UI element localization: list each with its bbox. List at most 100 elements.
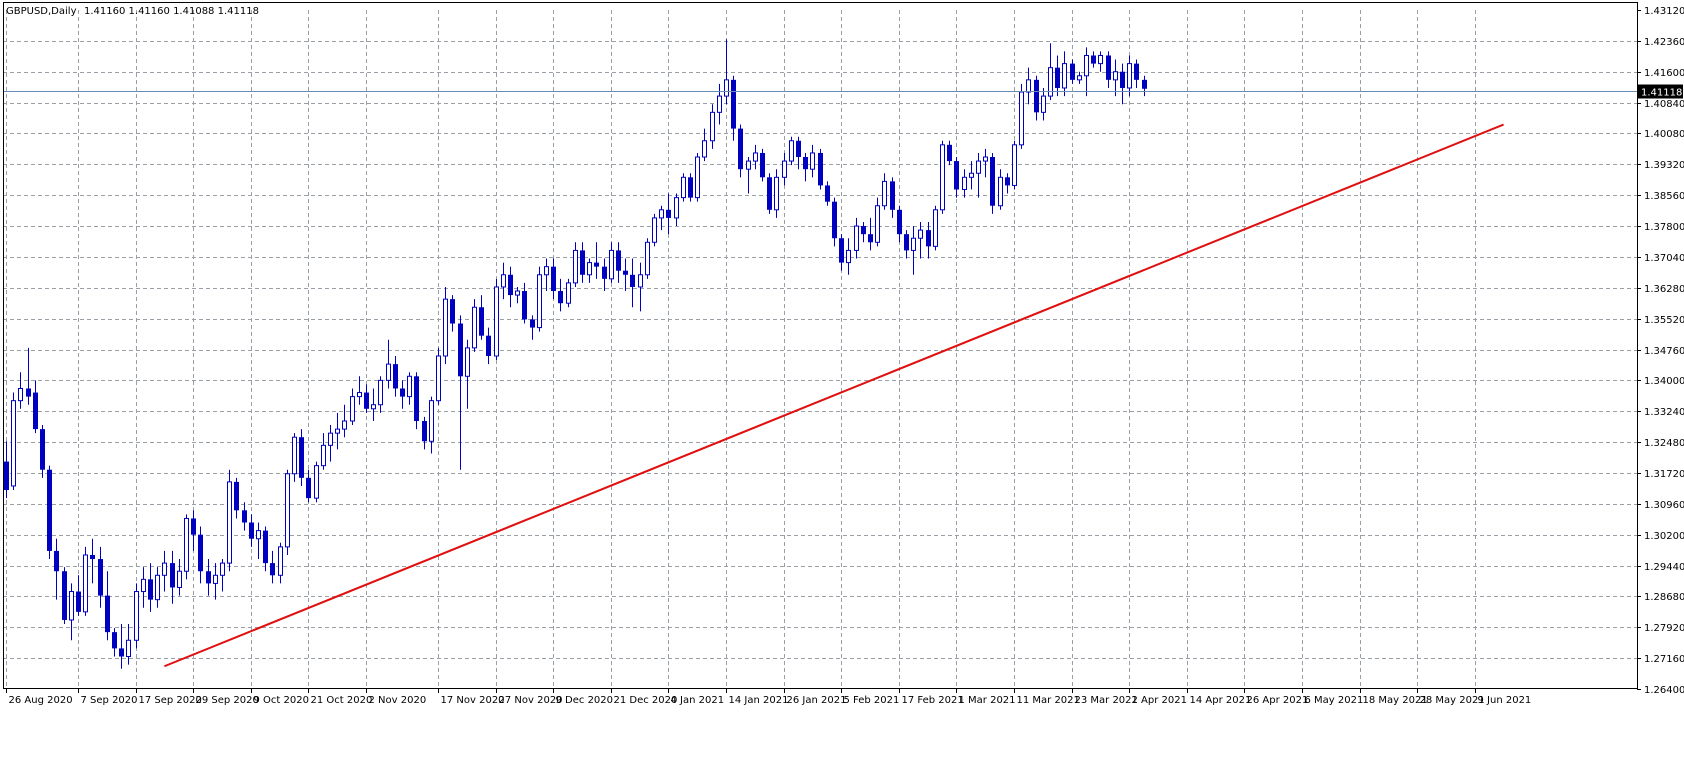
candle-body-bull[interactable] bbox=[321, 444, 326, 467]
candle-body-bull[interactable] bbox=[11, 400, 16, 487]
candle-body-bear[interactable] bbox=[688, 177, 693, 198]
candle-body-bull[interactable] bbox=[1113, 71, 1118, 81]
candle-body-bull[interactable] bbox=[882, 180, 887, 207]
candle-body-bull[interactable] bbox=[436, 355, 441, 402]
candle-body-bull[interactable] bbox=[717, 95, 722, 113]
candle-body-bear[interactable] bbox=[47, 469, 52, 551]
candle-body-bull[interactable] bbox=[1026, 79, 1031, 93]
candle-body-bear[interactable] bbox=[760, 152, 765, 178]
candle-body-bull[interactable] bbox=[846, 249, 851, 264]
candle-body-bear[interactable] bbox=[458, 323, 463, 377]
candle-body-bear[interactable] bbox=[270, 563, 275, 576]
candle-body-bear[interactable] bbox=[112, 632, 117, 649]
candle-body-bull[interactable] bbox=[429, 400, 434, 442]
candle-body-bear[interactable] bbox=[414, 376, 419, 421]
candle-body-bull[interactable] bbox=[357, 392, 362, 398]
candle-body-bull[interactable] bbox=[328, 432, 333, 446]
candle-body-bull[interactable] bbox=[911, 237, 916, 251]
candle-body-bear[interactable] bbox=[731, 79, 736, 129]
candle-body-bear[interactable] bbox=[249, 522, 254, 539]
candle-body-bull[interactable] bbox=[976, 160, 981, 174]
candle-body-bull[interactable] bbox=[155, 574, 160, 601]
candle-body-bull[interactable] bbox=[1098, 54, 1103, 65]
candle-body-bear[interactable] bbox=[148, 579, 153, 600]
candle-body-bull[interactable] bbox=[638, 274, 643, 288]
candle-body-bull[interactable] bbox=[1048, 67, 1053, 97]
candle-body-bull[interactable] bbox=[1062, 63, 1067, 89]
candle-body-bull[interactable] bbox=[126, 639, 131, 658]
candle-body-bear[interactable] bbox=[508, 274, 513, 296]
candle-body-bull[interactable] bbox=[1127, 63, 1132, 89]
candle-body-bear[interactable] bbox=[234, 481, 239, 511]
candle-body-bull[interactable] bbox=[371, 404, 376, 410]
candle-body-bull[interactable] bbox=[177, 570, 182, 588]
candle-body-bull[interactable] bbox=[350, 396, 355, 422]
candle-body-bear[interactable] bbox=[796, 140, 801, 158]
candle-body-bull[interactable] bbox=[652, 217, 657, 243]
candle-body-bull[interactable] bbox=[702, 140, 707, 158]
candle-body-bear[interactable] bbox=[580, 250, 585, 275]
candle-body-bull[interactable] bbox=[566, 282, 571, 304]
candle-body-bull[interactable] bbox=[465, 347, 470, 377]
candle-body-bull[interactable] bbox=[278, 546, 283, 576]
candle-body-bull[interactable] bbox=[537, 274, 542, 329]
candle-body-bear[interactable] bbox=[602, 266, 607, 279]
candle-body-bull[interactable] bbox=[443, 298, 448, 357]
candle-body-bear[interactable] bbox=[839, 238, 844, 263]
candle-body-bull[interactable] bbox=[472, 306, 477, 349]
candle-body-bull[interactable] bbox=[213, 574, 218, 584]
candle-body-bear[interactable] bbox=[558, 291, 563, 304]
candle-body-bear[interactable] bbox=[803, 157, 808, 170]
candle-body-bull[interactable] bbox=[940, 144, 945, 211]
candle-body-bull[interactable] bbox=[1084, 54, 1089, 77]
candle-body-bear[interactable] bbox=[767, 177, 772, 210]
candle-body-bull[interactable] bbox=[998, 176, 1003, 207]
candles-group[interactable] bbox=[4, 39, 1147, 669]
candle-body-bull[interactable] bbox=[1077, 75, 1082, 81]
candle-body-bear[interactable] bbox=[33, 392, 38, 430]
candle-body-bear[interactable] bbox=[393, 364, 398, 389]
candle-body-bull[interactable] bbox=[256, 530, 261, 540]
candle-body-bull[interactable] bbox=[314, 465, 319, 499]
candle-body-bull[interactable] bbox=[753, 152, 758, 162]
candle-body-bull[interactable] bbox=[724, 79, 729, 97]
candle-body-bear[interactable] bbox=[818, 152, 823, 186]
candle-body-bear[interactable] bbox=[191, 518, 196, 535]
candle-body-bear[interactable] bbox=[897, 209, 902, 235]
candle-body-bear[interactable] bbox=[832, 201, 837, 239]
candle-body-bull[interactable] bbox=[407, 375, 412, 398]
candle-body-bear[interactable] bbox=[4, 461, 9, 491]
candle-body-bear[interactable] bbox=[486, 335, 491, 356]
candle-body-bear[interactable] bbox=[926, 230, 931, 247]
candle-body-bull[interactable] bbox=[335, 428, 340, 434]
candle-body-bear[interactable] bbox=[263, 530, 268, 564]
candle-body-bear[interactable] bbox=[206, 571, 211, 584]
candle-body-bull[interactable] bbox=[544, 266, 549, 276]
trendline-group[interactable] bbox=[164, 123, 1504, 668]
candle-body-bull[interactable] bbox=[342, 420, 347, 430]
candle-body-bear[interactable] bbox=[890, 181, 895, 210]
candle-body-bull[interactable] bbox=[774, 176, 779, 211]
candle-body-bull[interactable] bbox=[1019, 91, 1024, 146]
candle-body-bear[interactable] bbox=[198, 534, 203, 572]
candle-body-bull[interactable] bbox=[220, 562, 225, 576]
candle-body-bull[interactable] bbox=[386, 363, 391, 381]
candle-body-bull[interactable] bbox=[83, 554, 88, 613]
candle-body-bear[interactable] bbox=[26, 388, 31, 397]
candle-body-bear[interactable] bbox=[364, 392, 369, 409]
candle-body-bear[interactable] bbox=[422, 420, 427, 442]
candle-body-bear[interactable] bbox=[868, 234, 873, 243]
candle-body-bear[interactable] bbox=[861, 226, 866, 235]
candle-body-bull[interactable] bbox=[609, 249, 614, 280]
candle-body-bear[interactable] bbox=[666, 209, 671, 218]
candle-body-bull[interactable] bbox=[659, 209, 664, 219]
candle-body-bull[interactable] bbox=[1012, 144, 1017, 186]
candle-body-bear[interactable] bbox=[1091, 55, 1096, 64]
candle-body-bull[interactable] bbox=[875, 205, 880, 243]
candle-body-bull[interactable] bbox=[983, 156, 988, 162]
trendline[interactable] bbox=[164, 123, 1504, 668]
candle-body-bull[interactable] bbox=[789, 140, 794, 162]
candle-body-bear[interactable] bbox=[242, 510, 247, 523]
candle-body-bull[interactable] bbox=[69, 591, 74, 621]
candle-body-bull[interactable] bbox=[710, 111, 715, 142]
